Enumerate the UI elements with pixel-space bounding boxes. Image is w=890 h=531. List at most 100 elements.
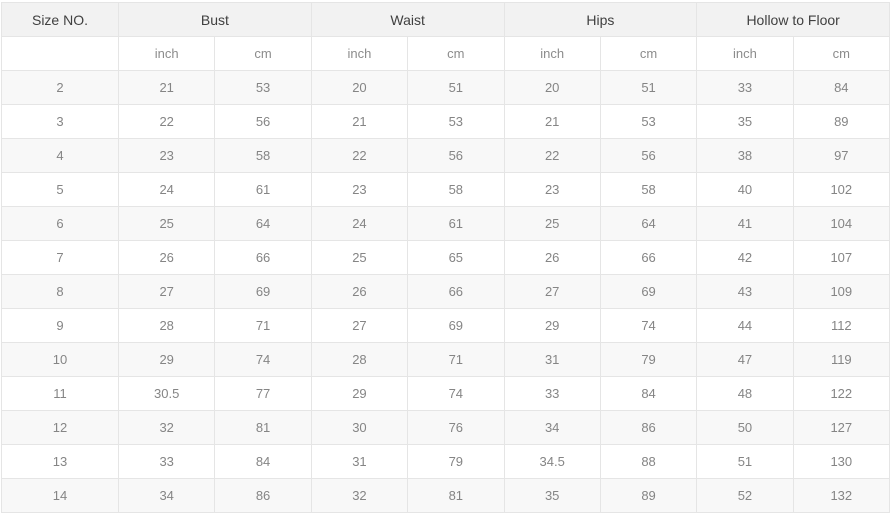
value-cell: 84 [599,376,698,411]
value-cell: 61 [214,172,312,207]
value-cell: 65 [407,240,505,275]
header-unit-row: inch cm inch cm inch cm inch cm [1,36,890,71]
value-cell: 43 [696,274,794,309]
table-row: 14 34 86 32 81 35 89 52 132 [1,478,890,513]
value-cell: 69 [407,308,505,343]
value-cell: 31 [503,342,601,377]
size-cell: 2 [1,70,119,105]
table-row: 9 28 71 27 69 29 74 44 112 [1,308,890,343]
value-cell: 51 [407,70,505,105]
value-cell: 38 [696,138,794,173]
table-row: 13 33 84 31 79 34.5 88 51 130 [1,444,890,479]
header-waist: Waist [310,2,505,37]
table-row: 5 24 61 23 58 23 58 40 102 [1,172,890,207]
value-cell: 89 [792,104,890,139]
size-cell: 7 [1,240,119,275]
value-cell: 56 [407,138,505,173]
value-cell: 89 [599,478,698,513]
value-cell: 107 [792,240,890,275]
value-cell: 42 [696,240,794,275]
value-cell: 32 [310,478,409,513]
value-cell: 66 [599,240,698,275]
value-cell: 28 [117,308,216,343]
value-cell: 69 [599,274,698,309]
value-cell: 27 [503,274,601,309]
size-cell: 9 [1,308,119,343]
value-cell: 23 [117,138,216,173]
unit-hollow-cm: cm [792,36,890,71]
size-cell: 13 [1,444,119,479]
value-cell: 84 [792,70,890,105]
value-cell: 29 [117,342,216,377]
value-cell: 86 [599,410,698,445]
unit-hollow-inch: inch [696,36,794,71]
value-cell: 51 [696,444,794,479]
value-cell: 34.5 [503,444,601,479]
value-cell: 51 [599,70,698,105]
value-cell: 29 [310,376,409,411]
table-row: 12 32 81 30 76 34 86 50 127 [1,410,890,445]
value-cell: 71 [407,342,505,377]
value-cell: 132 [792,478,890,513]
value-cell: 47 [696,342,794,377]
unit-waist-inch: inch [310,36,409,71]
value-cell: 21 [310,104,409,139]
value-cell: 56 [214,104,312,139]
value-cell: 119 [792,342,890,377]
value-cell: 23 [310,172,409,207]
value-cell: 102 [792,172,890,207]
header-size-no: Size NO. [1,2,119,37]
size-chart: Size NO. Bust Waist Hips Hollow to Floor… [1,2,890,513]
size-cell: 5 [1,172,119,207]
value-cell: 25 [310,240,409,275]
size-cell: 10 [1,342,119,377]
value-cell: 24 [310,206,409,241]
value-cell: 71 [214,308,312,343]
value-cell: 27 [117,274,216,309]
value-cell: 30 [310,410,409,445]
value-cell: 33 [117,444,216,479]
unit-waist-cm: cm [407,36,505,71]
value-cell: 127 [792,410,890,445]
value-cell: 35 [503,478,601,513]
value-cell: 25 [503,206,601,241]
value-cell: 69 [214,274,312,309]
value-cell: 109 [792,274,890,309]
value-cell: 130 [792,444,890,479]
value-cell: 64 [214,206,312,241]
value-cell: 26 [310,274,409,309]
value-cell: 53 [407,104,505,139]
value-cell: 112 [792,308,890,343]
size-cell: 3 [1,104,119,139]
value-cell: 50 [696,410,794,445]
value-cell: 122 [792,376,890,411]
size-cell: 12 [1,410,119,445]
value-cell: 48 [696,376,794,411]
value-cell: 58 [407,172,505,207]
value-cell: 74 [214,342,312,377]
value-cell: 97 [792,138,890,173]
unit-hips-inch: inch [503,36,601,71]
value-cell: 32 [117,410,216,445]
table-row: 7 26 66 25 65 26 66 42 107 [1,240,890,275]
size-chart-table: Size NO. Bust Waist Hips Hollow to Floor… [1,2,890,513]
unit-hips-cm: cm [599,36,698,71]
value-cell: 40 [696,172,794,207]
value-cell: 66 [214,240,312,275]
unit-bust-cm: cm [214,36,312,71]
table-row: 11 30.5 77 29 74 33 84 48 122 [1,376,890,411]
value-cell: 41 [696,206,794,241]
value-cell: 20 [503,70,601,105]
value-cell: 74 [599,308,698,343]
table-row: 4 23 58 22 56 22 56 38 97 [1,138,890,173]
table-row: 10 29 74 28 71 31 79 47 119 [1,342,890,377]
value-cell: 34 [503,410,601,445]
value-cell: 29 [503,308,601,343]
value-cell: 88 [599,444,698,479]
size-cell: 4 [1,138,119,173]
value-cell: 24 [117,172,216,207]
unit-bust-inch: inch [117,36,216,71]
value-cell: 21 [117,70,216,105]
value-cell: 33 [503,376,601,411]
value-cell: 30.5 [117,376,216,411]
